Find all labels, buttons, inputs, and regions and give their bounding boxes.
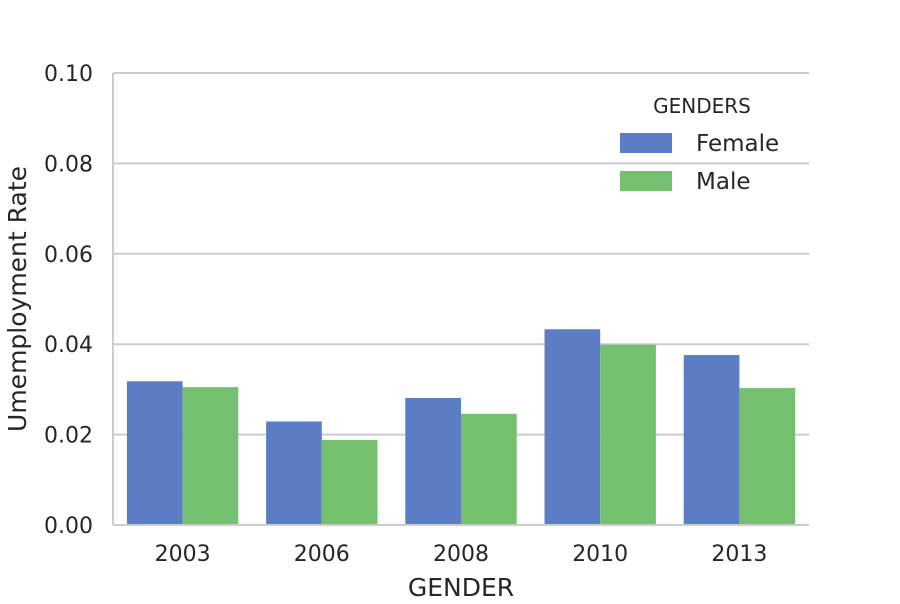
x-tick-label: 2013 <box>711 542 767 567</box>
bars <box>126 329 796 525</box>
bar-male-2006 <box>321 440 378 525</box>
x-tick-labels: 2003 2006 2008 2010 2013 <box>155 542 768 567</box>
y-tick-label: 0.04 <box>44 333 93 358</box>
x-tick-label: 2006 <box>294 542 350 567</box>
legend-swatch-male <box>620 171 672 191</box>
bar-female-2013 <box>683 355 740 525</box>
y-axis-label: Umemployment Rate <box>3 166 32 432</box>
legend-items: Female Male <box>620 131 779 195</box>
bar-male-2008 <box>461 413 517 525</box>
bar-female-2006 <box>266 421 322 525</box>
y-tick-label: 0.06 <box>44 243 93 268</box>
x-tick-label: 2003 <box>155 542 211 567</box>
legend-label-male: Male <box>696 169 750 195</box>
x-tick-label: 2008 <box>433 542 489 567</box>
bar-female-2003 <box>126 381 183 525</box>
x-tick-label: 2010 <box>572 542 628 567</box>
legend: GENDERS Female Male <box>620 94 779 195</box>
axes <box>112 73 809 526</box>
y-tick-label: 0.00 <box>44 514 93 539</box>
y-tick-label: 0.02 <box>44 424 93 449</box>
bar-female-2008 <box>405 397 461 525</box>
y-tick-label: 0.08 <box>44 152 93 177</box>
bar-male-2010 <box>600 344 656 525</box>
legend-title: GENDERS <box>653 94 751 118</box>
x-axis-label: GENDER <box>408 573 514 600</box>
legend-label-female: Female <box>696 131 779 157</box>
y-tick-labels: 0.00 0.02 0.04 0.06 0.08 0.10 <box>44 62 93 539</box>
legend-swatch-female <box>620 133 672 153</box>
bar-male-2003 <box>182 387 239 525</box>
y-tick-label: 0.10 <box>44 62 93 87</box>
bar-male-2013 <box>739 388 796 525</box>
bar-female-2010 <box>544 329 601 525</box>
